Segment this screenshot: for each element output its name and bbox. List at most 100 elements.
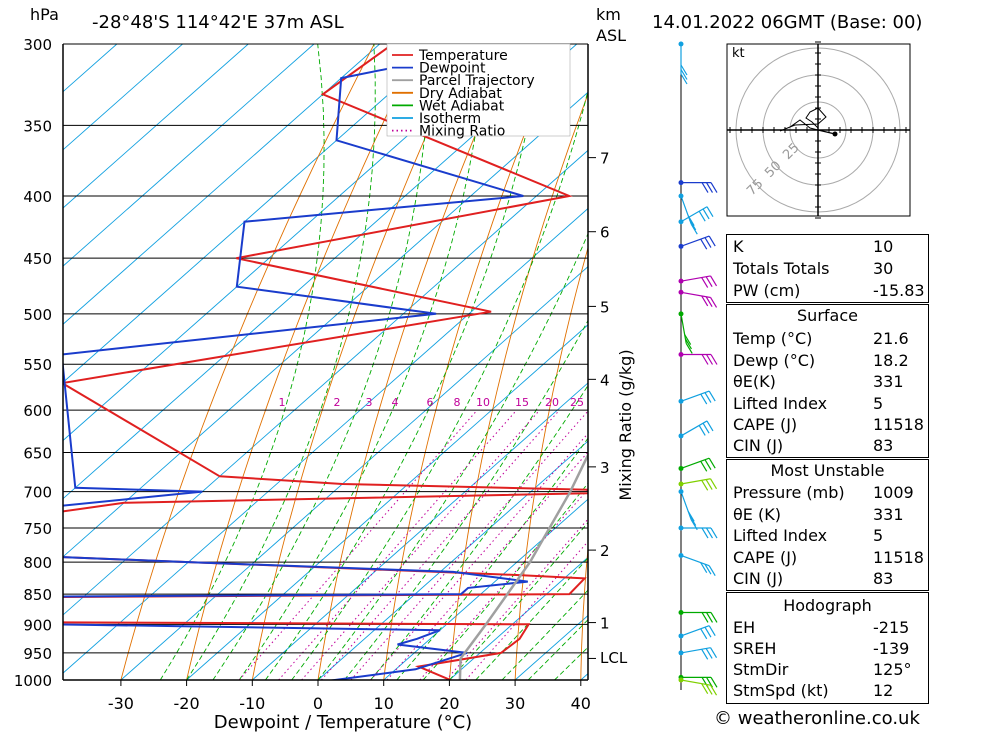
wind-barb-feather — [710, 297, 718, 308]
mixing-ratio-tick-label: 8 — [454, 396, 461, 409]
wind-barb-feather — [705, 296, 713, 308]
wind-barb-feather — [684, 338, 692, 350]
pressure-tick-label: 500 — [23, 306, 52, 324]
wind-barb-feather — [700, 628, 708, 640]
index-key: PW (cm) — [733, 281, 801, 300]
temp-tick-label: -10 — [239, 694, 265, 713]
wind-barb-feather — [710, 677, 718, 688]
wind-barb-feather — [705, 684, 713, 695]
wind-barb-feather — [701, 648, 709, 660]
wind-barb-feather — [701, 354, 709, 365]
wind-barb-feather — [705, 354, 714, 365]
isotherm-line — [63, 44, 446, 383]
wind-barb-feather — [689, 219, 697, 231]
wind-barb-feather — [704, 392, 712, 403]
temp-tick-label: 40 — [571, 694, 591, 713]
index-value: 10 — [873, 237, 894, 256]
km-tick-label: 3 — [600, 459, 610, 477]
series-temperature — [63, 44, 588, 680]
surface-value: 83 — [873, 436, 894, 455]
index-key: Totals Totals — [733, 259, 830, 278]
isotherm-line — [186, 324, 588, 680]
wind-barb-feather — [705, 479, 713, 490]
hodo-value: 12 — [873, 681, 894, 700]
wind-barb-feather — [704, 237, 712, 248]
mixing-ratio-tick-label: 1 — [279, 396, 286, 409]
mixing-ratio-axis-label: Mixing Ratio (g/kg) — [616, 349, 635, 500]
wind-barb-feather — [710, 684, 718, 696]
wind-barb-feather — [680, 73, 688, 85]
wind-barb-feather — [710, 275, 718, 287]
surface-row: CAPE (J) 11518 — [727, 414, 928, 436]
index-row-k: K 10 — [727, 236, 928, 258]
hodograph — [726, 41, 911, 219]
km-tick-label: 2 — [600, 542, 610, 560]
surface-value: 331 — [873, 372, 904, 391]
index-row-pw: PW (cm) -15.83 — [727, 280, 928, 302]
km-tick-label: 7 — [600, 150, 610, 168]
index-value: 30 — [873, 259, 894, 278]
most-unstable-title: Most Unstable — [770, 461, 885, 480]
wind-profile — [678, 41, 718, 696]
wind-barb-staff — [680, 554, 710, 567]
wind-level-dot — [678, 289, 684, 295]
wind-barb-feather — [700, 393, 708, 405]
wind-barb-feather — [698, 425, 706, 436]
wind-barb-feather — [701, 277, 709, 288]
pressure-tick-label: 550 — [23, 356, 52, 374]
mu-key: CIN (J) — [733, 569, 784, 588]
axes: 3003504004505005506006507007508008509009… — [14, 36, 610, 713]
wind-level-dot — [678, 193, 684, 199]
wind-barb-feather — [698, 210, 706, 222]
wind-barb-staff — [680, 206, 708, 223]
hodo-row: StmDir 125° — [727, 659, 928, 681]
wind-barb-feather — [700, 238, 708, 250]
wind-level-dot — [678, 243, 684, 249]
wind-barb-staff — [680, 195, 692, 225]
surface-value: 18.2 — [873, 351, 909, 370]
hodograph-table: Hodograph EH -215 SREH -139 StmDir 125° Stm… — [726, 592, 929, 704]
pressure-tick-label: 800 — [23, 554, 52, 572]
series-dewpoint — [63, 44, 528, 680]
wind-barb-feather — [700, 460, 708, 472]
isotherm-line — [120, 266, 588, 680]
wind-barb-feather — [708, 390, 716, 402]
legend-label: Parcel Trajectory — [419, 73, 535, 89]
wet-adiabat-line — [186, 44, 376, 680]
isobar-lines — [63, 43, 588, 681]
wind-barb-feather — [706, 420, 714, 432]
km-tick-label: 6 — [600, 224, 610, 242]
credit-link[interactable]: © weatheronline.co.uk — [714, 708, 920, 729]
wind-level-dot — [678, 633, 684, 639]
pressure-tick-label: 300 — [23, 36, 52, 54]
wind-barb-feather — [701, 612, 709, 623]
wind-level-dot — [678, 525, 684, 531]
wind-barb-feather — [708, 565, 716, 577]
wind-barb-feather — [689, 515, 697, 526]
storm-motion-vector — [817, 129, 836, 135]
legend-label: Mixing Ratio — [419, 124, 505, 140]
isotherm-line — [63, 44, 512, 442]
mixing-ratio-line — [301, 409, 540, 680]
pressure-tick-label: 350 — [23, 117, 52, 135]
mu-row: Pressure (mb) 1009 — [727, 482, 928, 504]
mixing-ratio-tick-label: 15 — [515, 396, 529, 409]
mixing-ratio-line — [238, 409, 478, 680]
pressure-tick-label: 650 — [23, 444, 52, 462]
wind-barb-feather — [687, 511, 695, 522]
surface-value: 21.6 — [873, 329, 909, 348]
pressure-tick-label: 600 — [23, 402, 52, 420]
wind-barb-feather — [704, 626, 712, 638]
surface-key: CIN (J) — [733, 436, 784, 455]
wind-barb-feather — [705, 182, 714, 193]
temp-tick-label: 20 — [439, 694, 459, 713]
index-row-totals: Totals Totals 30 — [727, 258, 928, 280]
mu-value: 5 — [873, 526, 884, 545]
wind-barb-feather — [680, 69, 688, 80]
wind-barb-staff — [680, 313, 687, 344]
hodo-key: EH — [733, 618, 756, 637]
wind-barb-staff — [680, 420, 708, 437]
wet-adiabat-line — [501, 589, 588, 680]
hodo-key: StmSpd (kt) — [733, 681, 829, 700]
unit-km-label: km — [596, 5, 621, 24]
